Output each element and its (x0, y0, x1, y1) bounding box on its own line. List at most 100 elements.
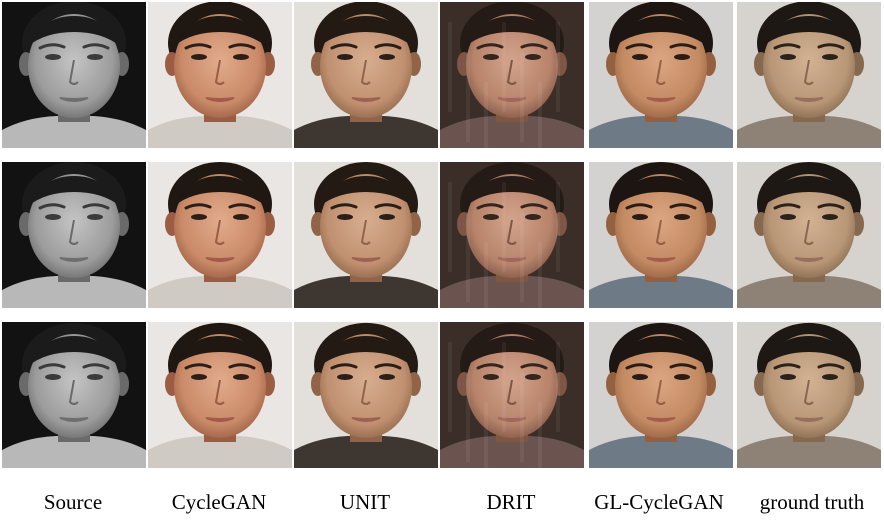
eye-right (379, 54, 395, 60)
eyebrow-left (330, 203, 358, 210)
face (320, 14, 412, 118)
fringe (320, 176, 412, 206)
face (28, 334, 120, 438)
face-drawing (148, 162, 292, 308)
face-drawing (148, 2, 292, 148)
face-image-photo-row-2 (737, 162, 881, 308)
eye-left (337, 54, 353, 60)
eyebrow-right (374, 43, 402, 50)
face (174, 174, 266, 278)
eyebrow-left (625, 43, 653, 50)
artifact-stripe (448, 182, 452, 272)
mouth (497, 417, 527, 422)
eye-left (191, 374, 207, 380)
shirt (148, 115, 292, 148)
fringe (28, 336, 120, 366)
face-image-warm-row-3 (148, 322, 292, 468)
artifact-stripe (466, 372, 470, 462)
artifact-stripe (448, 342, 452, 432)
face-drawing (148, 322, 292, 468)
face (28, 14, 120, 118)
artifact-stripe (484, 402, 488, 468)
eye-left (483, 214, 499, 220)
eye-left (780, 54, 796, 60)
artifact-stripe (502, 182, 506, 272)
caption-cyclegan: CycleGAN (171, 490, 267, 514)
face-image-warm-row-2 (148, 162, 292, 308)
fringe (28, 176, 120, 206)
nose (360, 379, 371, 405)
caption-gl-cyclegan: GL-CycleGAN (594, 490, 724, 514)
eyebrow-right (228, 203, 256, 210)
face-drawing (294, 162, 438, 308)
eyebrow-left (38, 43, 66, 50)
eyebrow-right (228, 43, 256, 50)
eyebrow-left (330, 363, 358, 370)
face-image-warm-row-1 (148, 2, 292, 148)
artifact-stripe (538, 402, 542, 468)
caption-ground-truth: ground truth (759, 490, 865, 514)
face-drawing (589, 322, 733, 468)
eye-left (45, 374, 61, 380)
face-drawing (737, 322, 881, 468)
artifact-stripe (556, 22, 560, 112)
face-drawing (2, 162, 146, 308)
shirt (737, 435, 881, 468)
eyebrow-left (625, 363, 653, 370)
eyebrow-right (669, 43, 697, 50)
eyebrow-right (374, 203, 402, 210)
mouth (59, 97, 89, 102)
eye-right (525, 374, 541, 380)
eye-left (632, 374, 648, 380)
face (320, 334, 412, 438)
eyebrow-left (476, 363, 504, 370)
nose (68, 59, 79, 85)
eyebrow-left (184, 43, 212, 50)
artifact-stripe (520, 212, 524, 302)
nose (506, 219, 517, 245)
eye-right (379, 214, 395, 220)
eye-right (822, 374, 838, 380)
face-drawing (440, 322, 584, 468)
artifact-stripe (502, 342, 506, 432)
face-image-noisy-row-1 (440, 2, 584, 148)
face-image-smooth-row-3 (294, 322, 438, 468)
shirt (440, 435, 584, 468)
eyebrow-right (82, 43, 110, 50)
face (466, 14, 558, 118)
face-image-gray-row-3 (2, 322, 146, 468)
nose (360, 59, 371, 85)
eye-left (337, 214, 353, 220)
shirt (148, 435, 292, 468)
mouth (205, 417, 235, 422)
artifact-stripe (448, 22, 452, 112)
mouth (59, 257, 89, 262)
face-image-natural-row-2 (589, 162, 733, 308)
eye-right (233, 374, 249, 380)
face (466, 334, 558, 438)
artifact-stripe (556, 182, 560, 272)
face (615, 14, 707, 118)
eyebrow-right (82, 203, 110, 210)
eyebrow-right (520, 363, 548, 370)
caption-unit: UNIT (339, 490, 391, 514)
eye-left (483, 374, 499, 380)
eye-left (337, 374, 353, 380)
shirt (2, 115, 146, 148)
mouth (646, 257, 676, 262)
nose (803, 379, 814, 405)
eyebrow-right (82, 363, 110, 370)
face-drawing (2, 322, 146, 468)
face (320, 174, 412, 278)
nose (214, 379, 225, 405)
face-drawing (589, 2, 733, 148)
eyebrow-left (38, 203, 66, 210)
mouth (59, 417, 89, 422)
eyebrow-right (817, 43, 845, 50)
artifact-stripe (556, 342, 560, 432)
shirt (589, 115, 733, 148)
mouth (351, 97, 381, 102)
face (615, 174, 707, 278)
eye-right (822, 214, 838, 220)
